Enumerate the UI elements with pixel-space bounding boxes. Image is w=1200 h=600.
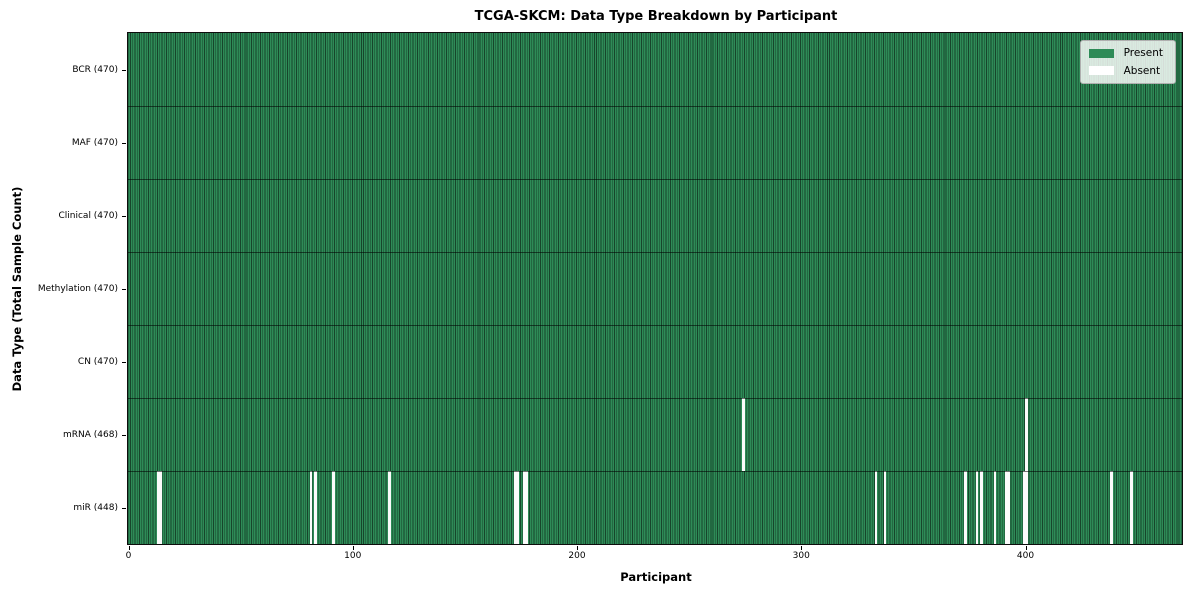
x-axis-label: Participant [620, 570, 692, 584]
absent-stripe [1022, 471, 1026, 544]
absent-stripe [157, 471, 160, 544]
legend-label-absent: Absent [1123, 64, 1161, 77]
absent-stripe [515, 471, 519, 544]
heatmap-row-maf [128, 106, 1182, 179]
absent-stripe [159, 471, 163, 544]
y-tick-label: CN (470) [77, 357, 118, 367]
absent-stripe [1007, 471, 1010, 544]
y-tick-label: MAF (470) [71, 138, 118, 148]
absent-stripe [964, 471, 968, 544]
absent-stripe [742, 398, 746, 471]
y-tick-mark [122, 361, 126, 363]
y-tick-label: Clinical (470) [58, 211, 118, 221]
row-separator [128, 105, 1182, 107]
x-tick-label: 0 [125, 551, 132, 561]
y-tick-label: miR (448) [73, 503, 118, 513]
absent-stripe [314, 471, 317, 544]
absent-stripe [1025, 398, 1028, 471]
y-tick-mark [122, 434, 126, 436]
legend-label-present: Present [1123, 47, 1163, 59]
x-tick-mark [352, 546, 354, 550]
x-tick-label: 400 [1016, 551, 1035, 561]
present-swatch [1088, 48, 1114, 58]
absent-stripe [1130, 471, 1134, 544]
absent-stripe [388, 471, 391, 544]
absent-stripe [1025, 471, 1028, 544]
absent-stripe [993, 471, 997, 544]
y-tick-mark [122, 215, 126, 217]
x-tick-mark [801, 546, 803, 550]
absent-stripe [883, 471, 887, 544]
row-separator [128, 251, 1182, 253]
y-tick-mark [122, 69, 126, 71]
absent-swatch [1088, 66, 1114, 76]
absent-stripe [874, 471, 878, 544]
x-tick-label: 300 [792, 551, 810, 561]
heatmap-row-cn [128, 325, 1182, 398]
x-tick-label: 100 [344, 551, 362, 561]
x-tick-mark [577, 546, 578, 550]
row-separator [128, 470, 1182, 472]
absent-stripe [522, 471, 526, 544]
y-tick-label: BCR (470) [72, 65, 118, 75]
y-tick-mark [122, 507, 126, 509]
absent-stripe [980, 471, 983, 544]
heatmap-row-methylation [128, 252, 1182, 325]
absent-stripe [975, 471, 979, 544]
plot-area: Present Absent [127, 32, 1183, 545]
absent-stripe [524, 471, 528, 544]
heatmap-row-bcr [128, 33, 1182, 106]
absent-stripe [332, 471, 335, 544]
absent-stripe [1110, 471, 1113, 544]
x-tick-mark [128, 546, 130, 550]
y-tick-label: Methylation (470) [37, 284, 118, 294]
y-tick-mark [122, 142, 126, 144]
heatmap-row-clinical [128, 179, 1182, 252]
legend-entry-absent: Absent [1088, 64, 1163, 77]
heatmap-row-mir [128, 471, 1182, 544]
x-tick-label: 200 [568, 551, 586, 561]
row-separator [128, 397, 1182, 399]
absent-stripe [513, 471, 517, 544]
row-separator [128, 178, 1182, 180]
y-tick-mark [122, 288, 126, 290]
heatmap-row-mrna [128, 398, 1182, 471]
chart-title: TCGA-SKCM: Data Type Breakdown by Partic… [474, 9, 838, 24]
row-separator [128, 324, 1182, 326]
x-tick-mark [1025, 546, 1027, 550]
absent-stripe [309, 471, 313, 544]
legend-entry-present: Present [1088, 47, 1163, 59]
y-tick-label: mRNA (468) [63, 430, 118, 440]
absent-stripe [1004, 471, 1008, 544]
legend: Present Absent [1079, 40, 1176, 84]
